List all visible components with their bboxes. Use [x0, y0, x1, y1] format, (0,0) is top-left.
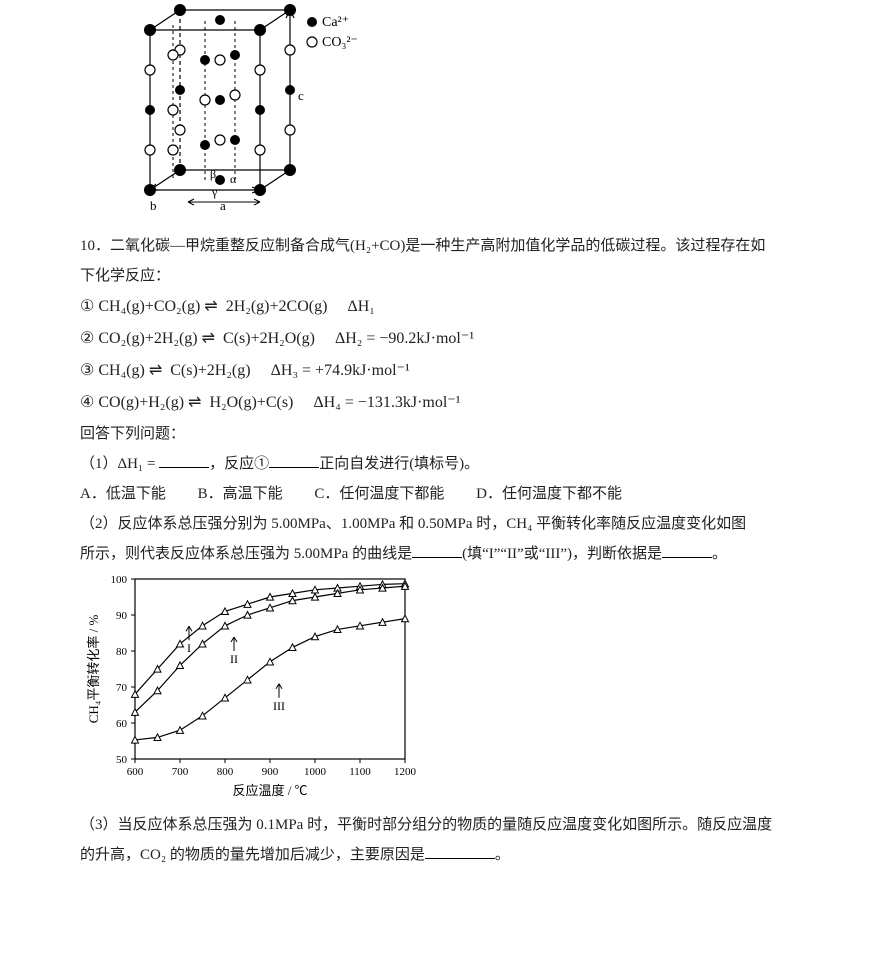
answer-prompt: 回答下列问题：	[80, 419, 812, 449]
svg-text:70: 70	[116, 682, 128, 694]
svg-text:γ: γ	[211, 185, 218, 199]
q10-lead: 10．二氧化碳—甲烷重整反应制备合成气(H₂+CO)是一种生产高附加值化学品的低…	[80, 231, 812, 261]
reaction-1: ① CH₄(g)+CO₂(g) ⇌ 2H₂(g)+2CO(g) ΔH₁	[80, 291, 812, 323]
legend-co3: CO₃²⁻	[322, 35, 358, 50]
svg-text:1000: 1000	[304, 766, 327, 778]
svg-text:90: 90	[116, 610, 128, 622]
svg-text:700: 700	[172, 766, 189, 778]
svg-text:50: 50	[116, 754, 128, 766]
axis-c-label: c	[298, 88, 304, 103]
svg-text:1200: 1200	[394, 766, 417, 778]
svg-text:600: 600	[127, 766, 144, 778]
svg-text:III: III	[273, 699, 285, 713]
crystal-diagram: β α γ a b c Ca²⁺ CO₃²⁻	[80, 0, 380, 220]
q10-lead2: 下化学反应：	[80, 261, 812, 291]
svg-text:α: α	[230, 172, 237, 186]
svg-text:100: 100	[111, 574, 128, 586]
legend-ca: Ca²⁺	[322, 15, 349, 30]
sub-q2-line1: （2）反应体系总压强分别为 5.00MPa、1.00MPa 和 0.50MPa …	[80, 509, 812, 539]
svg-text:800: 800	[217, 766, 234, 778]
q10-number: 10．	[80, 238, 110, 254]
sub-q1-options: A．低温下能 B．高温下能 C．任何温度下都能 D．任何温度下都不能	[80, 479, 812, 509]
sub-q1: （1）ΔH₁ = ，反应①正向自发进行(填标号)。	[80, 449, 812, 479]
svg-text:60: 60	[116, 718, 128, 730]
sub-q2-line2: 所示，则代表反应体系总压强为 5.00MPa 的曲线是(填“I”“II”或“II…	[80, 539, 812, 569]
option-c: C．任何温度下都能	[314, 486, 444, 502]
svg-text:900: 900	[262, 766, 279, 778]
option-a: A．低温下能	[80, 486, 166, 502]
svg-text:CH₄平衡转化率 / %: CH₄平衡转化率 / %	[86, 615, 101, 724]
svg-text:β: β	[210, 167, 216, 181]
svg-text:反应温度 / ℃: 反应温度 / ℃	[232, 783, 307, 798]
svg-text:80: 80	[116, 646, 128, 658]
svg-text:II: II	[230, 652, 238, 666]
conversion-chart: 50 60 70 80 90 100 600 700 800 900 1000 1100 1200 反应温…	[80, 569, 420, 799]
sub-q3-line1: （3）当反应体系总压强为 0.1MPa 时，平衡时部分组分的物质的量随反应温度变…	[80, 810, 812, 840]
sub-q3-line2: 的升高，CO₂ 的物质的量先增加后减少，主要原因是。	[80, 840, 812, 870]
option-d: D．任何温度下都不能	[476, 486, 622, 502]
svg-text:1100: 1100	[349, 766, 371, 778]
axis-a-label: a	[220, 198, 226, 213]
option-b: B．高温下能	[198, 486, 283, 502]
reaction-4: ④ CO(g)+H₂(g) ⇌ H₂O(g)+C(s) ΔH₄ = −131.3…	[80, 387, 812, 419]
axis-b-label: b	[150, 198, 157, 213]
reaction-2: ② CO₂(g)+2H₂(g) ⇌ C(s)+2H₂O(g) ΔH₂ = −90…	[80, 323, 812, 355]
svg-text:I: I	[187, 641, 191, 655]
reaction-3: ③ CH₄(g) ⇌ C(s)+2H₂(g) ΔH₃ = +74.9kJ·mol…	[80, 355, 812, 387]
